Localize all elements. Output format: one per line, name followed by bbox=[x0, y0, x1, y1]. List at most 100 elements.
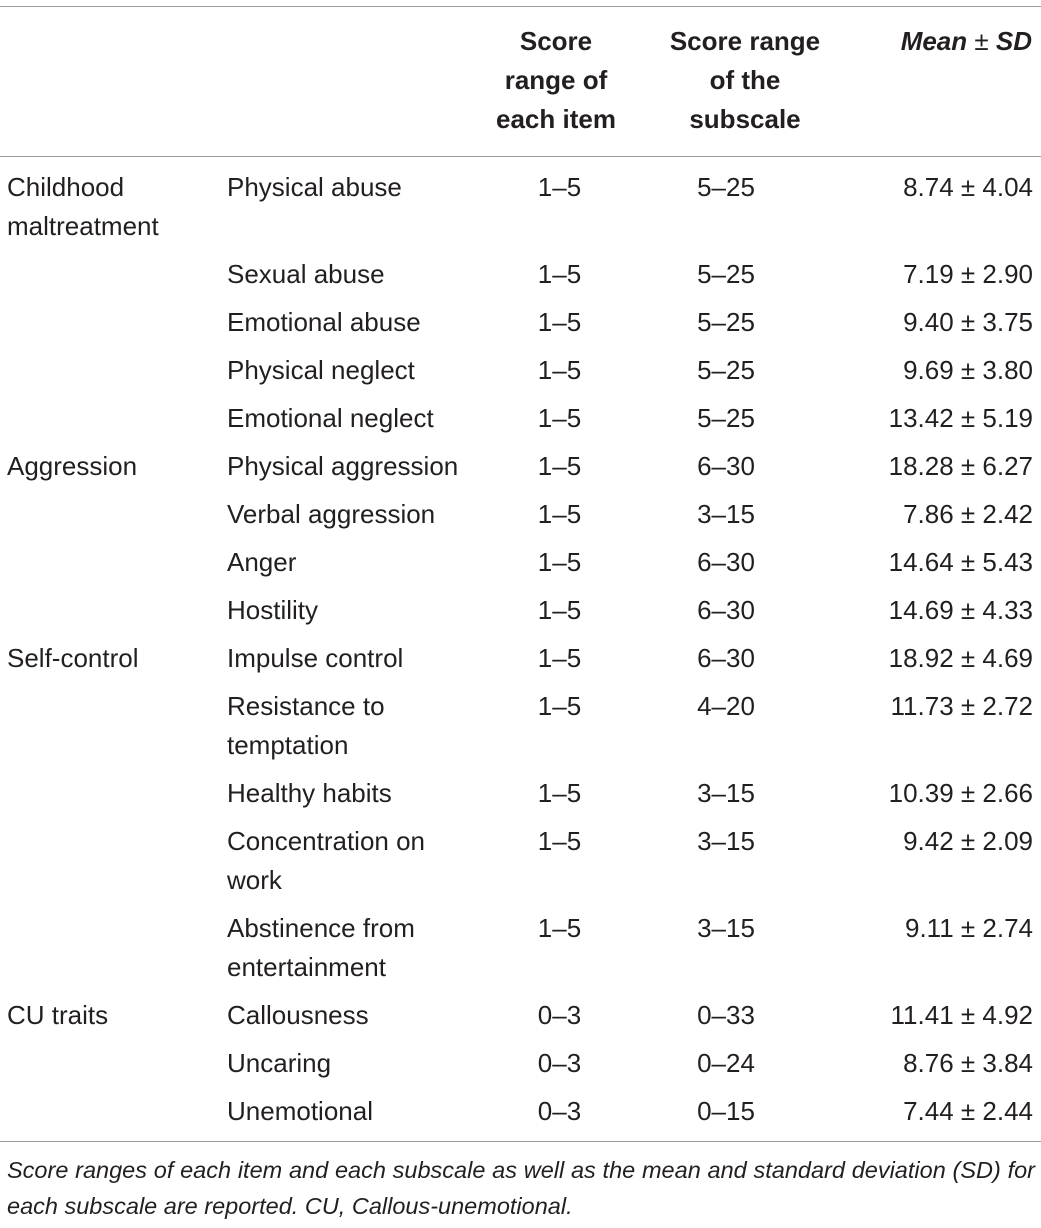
header-mean-sd: Mean ± SD bbox=[850, 22, 1032, 61]
item-range-cell: 1–5 bbox=[537, 259, 582, 289]
mean-sd-cell: 9.11 ± 2.74 bbox=[905, 913, 1033, 943]
subscale-range-cell: 6–30 bbox=[697, 595, 755, 625]
item-range-cell: 1–5 bbox=[537, 355, 582, 385]
subscale-range-cell: 3–15 bbox=[697, 826, 755, 856]
table-row: Anger 1–5 6–30 14.64 ± 5.43 bbox=[0, 543, 1041, 591]
header-bottom-rule bbox=[0, 156, 1041, 157]
item-range-cell: 0–3 bbox=[537, 1048, 582, 1078]
subscale-cell: Verbal aggression bbox=[227, 499, 436, 529]
mean-sd-cell: 7.86 ± 2.42 bbox=[903, 499, 1033, 529]
subscale-range-cell: 5–25 bbox=[697, 355, 755, 385]
category-cell bbox=[0, 774, 227, 822]
category-cell bbox=[0, 1092, 227, 1140]
table-row: Unemotional 0–3 0–15 7.44 ± 2.44 bbox=[0, 1092, 1041, 1140]
subscale-cell: Physical neglect bbox=[227, 355, 415, 385]
header-item-range-line: range of bbox=[504, 65, 608, 95]
mean-sd-cell: 8.74 ± 4.04 bbox=[903, 172, 1033, 202]
subscale-cell: Abstinence from entertainment bbox=[227, 913, 415, 982]
category-cell: Aggression bbox=[7, 451, 138, 481]
category-cell bbox=[0, 822, 227, 909]
subscale-range-cell: 3–15 bbox=[697, 913, 755, 943]
table-row: Uncaring 0–3 0–24 8.76 ± 3.84 bbox=[0, 1044, 1041, 1092]
category-cell bbox=[0, 303, 227, 351]
subscale-range-cell: 0–15 bbox=[697, 1096, 755, 1126]
table-row: Sexual abuse 1–5 5–25 7.19 ± 2.90 bbox=[0, 255, 1041, 303]
category-cell bbox=[0, 255, 227, 303]
mean-sd-cell: 8.76 ± 3.84 bbox=[903, 1048, 1033, 1078]
header-item-range-line: each item bbox=[496, 104, 616, 134]
subscale-cell: Hostility bbox=[227, 595, 319, 625]
item-range-cell: 1–5 bbox=[537, 778, 582, 808]
category-cell: Self-control bbox=[7, 643, 139, 673]
table-row: Aggression Physical aggression 1–5 6–30 18.2… bbox=[0, 447, 1041, 495]
table-bottom-rule bbox=[0, 1141, 1041, 1142]
subscale-cell: Physical abuse bbox=[227, 172, 402, 202]
category-cell: Childhood maltreatment bbox=[7, 172, 159, 241]
mean-sd-cell: 9.42 ± 2.09 bbox=[903, 826, 1033, 856]
table-row: Healthy habits 1–5 3–15 10.39 ± 2.66 bbox=[0, 774, 1041, 822]
category-cell bbox=[0, 351, 227, 399]
table-top-rule bbox=[0, 6, 1041, 7]
header-subscale-range: Score range of the subscale bbox=[652, 22, 838, 139]
item-range-cell: 1–5 bbox=[537, 826, 582, 856]
subscale-range-cell: 0–24 bbox=[697, 1048, 755, 1078]
category-cell: CU traits bbox=[7, 1000, 109, 1030]
category-cell bbox=[0, 543, 227, 591]
subscale-range-cell: 6–30 bbox=[697, 643, 755, 673]
item-range-cell: 1–5 bbox=[537, 307, 582, 337]
subscale-cell: Healthy habits bbox=[227, 778, 392, 808]
subscale-range-cell: 4–20 bbox=[697, 691, 755, 721]
subscale-range-cell: 0–33 bbox=[697, 1000, 755, 1030]
subscale-cell: Resistance to temptation bbox=[227, 691, 385, 760]
subscale-range-cell: 6–30 bbox=[697, 547, 755, 577]
item-range-cell: 1–5 bbox=[537, 499, 582, 529]
subscale-range-cell: 5–25 bbox=[697, 307, 755, 337]
table-row: Childhood maltreatment Physical abuse 1–5 5… bbox=[0, 168, 1041, 255]
subscale-range-cell: 3–15 bbox=[697, 499, 755, 529]
item-range-cell: 0–3 bbox=[537, 1096, 582, 1126]
mean-sd-cell: 7.19 ± 2.90 bbox=[903, 259, 1033, 289]
category-cell bbox=[0, 909, 227, 996]
item-range-cell: 1–5 bbox=[537, 403, 582, 433]
item-range-cell: 1–5 bbox=[537, 547, 582, 577]
category-cell bbox=[0, 495, 227, 543]
header-subscale-range-line: subscale bbox=[689, 104, 801, 134]
mean-sd-cell: 9.40 ± 3.75 bbox=[903, 307, 1033, 337]
subscale-cell: Impulse control bbox=[227, 643, 404, 673]
item-range-cell: 1–5 bbox=[537, 643, 582, 673]
item-range-cell: 1–5 bbox=[537, 691, 582, 721]
subscale-range-cell: 5–25 bbox=[697, 403, 755, 433]
item-range-cell: 1–5 bbox=[537, 913, 582, 943]
header-mean-label: Mean bbox=[900, 26, 968, 56]
subscale-cell: Emotional abuse bbox=[227, 307, 421, 337]
table-row: Emotional neglect 1–5 5–25 13.42 ± 5.19 bbox=[0, 399, 1041, 447]
subscale-range-cell: 6–30 bbox=[697, 451, 755, 481]
category-cell bbox=[0, 399, 227, 447]
header-subscale-range-line: Score range bbox=[669, 26, 821, 56]
category-cell bbox=[0, 687, 227, 774]
header-item-range: Score range of each item bbox=[486, 22, 626, 139]
header-plus-minus: ± bbox=[967, 26, 996, 56]
item-range-cell: 1–5 bbox=[537, 595, 582, 625]
mean-sd-cell: 7.44 ± 2.44 bbox=[903, 1096, 1033, 1126]
mean-sd-cell: 9.69 ± 3.80 bbox=[903, 355, 1033, 385]
mean-sd-cell: 18.92 ± 4.69 bbox=[888, 643, 1033, 673]
header-item-range-line: Score bbox=[519, 26, 593, 56]
item-range-cell: 1–5 bbox=[537, 451, 582, 481]
table-row: Resistance to temptation 1–5 4–20 11.73 ± 2… bbox=[0, 687, 1041, 774]
table-footnote: Score ranges of each item and each subsc… bbox=[7, 1157, 1035, 1219]
subscale-range-cell: 5–25 bbox=[697, 259, 755, 289]
subscale-range-cell: 3–15 bbox=[697, 778, 755, 808]
mean-sd-cell: 10.39 ± 2.66 bbox=[888, 778, 1033, 808]
category-cell bbox=[0, 591, 227, 639]
item-range-cell: 1–5 bbox=[537, 172, 582, 202]
mean-sd-cell: 18.28 ± 6.27 bbox=[888, 451, 1033, 481]
subscale-cell: Emotional neglect bbox=[227, 403, 434, 433]
table-row: Hostility 1–5 6–30 14.69 ± 4.33 bbox=[0, 591, 1041, 639]
table-row: Concentration on work 1–5 3–15 9.42 ± 2.09 bbox=[0, 822, 1041, 909]
table-row: Verbal aggression 1–5 3–15 7.86 ± 2.42 bbox=[0, 495, 1041, 543]
mean-sd-cell: 14.64 ± 5.43 bbox=[888, 547, 1033, 577]
subscale-cell: Callousness bbox=[227, 1000, 369, 1030]
subscale-cell: Uncaring bbox=[227, 1048, 332, 1078]
header-sd-label: SD bbox=[995, 26, 1032, 56]
